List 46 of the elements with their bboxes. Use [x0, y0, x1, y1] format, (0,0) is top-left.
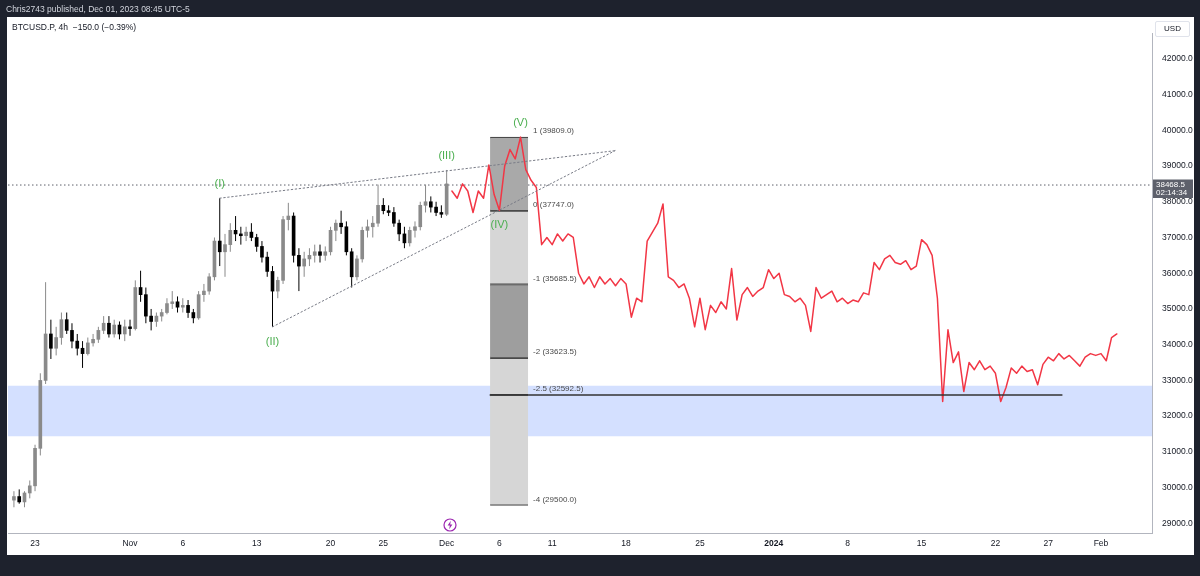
annotation: (IV) — [490, 218, 509, 231]
x-tick-label: 15 — [916, 538, 927, 549]
text: Chris2743 published, Dec 01, 2023 08:45 UTC-5 — [6, 3, 190, 15]
x-tick-label: Dec — [439, 538, 455, 549]
annotation: (III) — [438, 148, 455, 161]
y-tick-label: 42000.0 — [1162, 53, 1193, 64]
y-tick-label: 39000.0 — [1162, 160, 1193, 171]
annotation: -2 (33623.5) — [533, 347, 578, 357]
x-tick-label: 25 — [378, 538, 389, 549]
x-tick-label: 22 — [990, 538, 1001, 549]
y-tick-label: 33000.0 — [1162, 374, 1193, 385]
y-tick-label: 40000.0 — [1162, 124, 1193, 135]
x-tick-label: 13 — [251, 538, 262, 549]
ref-line-label: 38468.5 02:14:34 — [1156, 180, 1188, 198]
x-tick-label: 25 — [695, 538, 705, 549]
x-tick-label: 23 — [30, 538, 41, 549]
annotation: 0 (37747.0) — [533, 200, 575, 209]
y-tick-label: 31000.0 — [1162, 446, 1193, 457]
x-tick-label: 6 — [497, 538, 503, 549]
x-tick-label: 8 — [845, 538, 851, 549]
annotation: -4 (29500.0) — [533, 494, 578, 504]
x-tick-label: Feb — [1093, 538, 1109, 549]
y-tick-label: 36000.0 — [1162, 267, 1193, 278]
y-tick-label: 32000.0 — [1162, 410, 1193, 421]
annotation: (II) — [265, 334, 280, 347]
y-axis-title: USD — [1155, 21, 1190, 37]
y-tick-label: 41000.0 — [1162, 88, 1193, 99]
x-tick-label: 2024 — [764, 538, 784, 549]
annotation: -1 (35685.5) — [533, 273, 578, 283]
x-tick-label: 18 — [621, 538, 632, 549]
y-tick-label: 34000.0 — [1162, 339, 1193, 350]
annotation: (V) — [513, 116, 528, 129]
y-tick-label: 38000.0 — [1162, 196, 1193, 207]
chart-title: BTCUSD.P, 4h −150.0 (−0.39%) — [12, 22, 137, 33]
x-tick-label: Nov — [122, 538, 139, 549]
x-tick-label: 6 — [180, 538, 186, 549]
y-tick-label: 30000.0 — [1162, 481, 1193, 492]
annotation: -2.5 (32592.5) — [533, 384, 584, 394]
annotation: 1 (39809.0) — [533, 126, 575, 136]
x-tick-label: 20 — [325, 538, 336, 549]
x-tick-label: 11 — [547, 538, 557, 549]
y-tick-label: 29000.0 — [1162, 517, 1193, 528]
y-tick-label: 35000.0 — [1162, 303, 1193, 314]
y-tick-label: 37000.0 — [1162, 231, 1193, 242]
annotation: (I) — [214, 177, 225, 190]
x-tick-label: 27 — [1043, 538, 1054, 549]
